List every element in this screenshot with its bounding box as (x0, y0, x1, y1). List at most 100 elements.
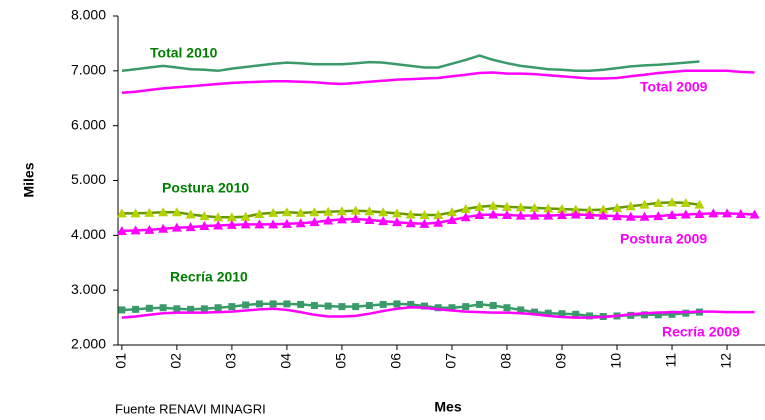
series-label: Postura 2010 (162, 180, 249, 196)
marker (295, 218, 306, 228)
marker (515, 210, 526, 220)
marker (639, 199, 650, 209)
x-tick-label: 12 (718, 353, 734, 369)
marker (639, 211, 650, 221)
marker (173, 305, 181, 313)
marker (680, 197, 691, 207)
marker (350, 213, 361, 223)
marker (350, 205, 361, 215)
marker (446, 214, 457, 224)
marker (474, 210, 485, 220)
marker (310, 302, 318, 310)
marker (158, 207, 169, 217)
marker (735, 208, 746, 218)
marker (378, 207, 389, 217)
marker (474, 201, 485, 211)
x-tick-label: 03 (223, 353, 239, 369)
x-tick-label: 07 (443, 353, 459, 369)
marker (365, 302, 373, 310)
y-tick-label: 2.000 (71, 336, 106, 352)
series-label: Total 2009 (640, 79, 708, 95)
marker (185, 222, 196, 232)
marker (585, 312, 593, 320)
marker (460, 204, 471, 214)
marker (694, 199, 705, 209)
marker (130, 225, 141, 235)
marker (420, 302, 428, 310)
marker (558, 310, 566, 318)
marker (448, 304, 456, 312)
marker (338, 303, 346, 311)
marker (199, 211, 210, 221)
marker (543, 203, 554, 213)
source-note: Fuente RENAVI MINAGRI (115, 401, 266, 416)
marker (295, 207, 306, 217)
marker (269, 300, 277, 308)
marker (556, 204, 567, 214)
marker (240, 219, 251, 229)
series-line (121, 305, 755, 319)
x-tick-label: 05 (333, 353, 349, 369)
marker (434, 304, 442, 312)
marker (653, 211, 664, 221)
series-label: Total 2010 (150, 45, 218, 61)
marker (529, 202, 540, 212)
marker (297, 300, 305, 308)
marker (228, 303, 236, 311)
marker (433, 217, 444, 227)
x-tick-label: 09 (553, 353, 569, 369)
marker (667, 210, 678, 220)
marker (419, 210, 430, 220)
x-tick-label: 11 (663, 353, 679, 368)
series-label: Recría 2009 (662, 324, 740, 340)
marker (323, 215, 334, 225)
marker (556, 210, 567, 220)
marker (130, 208, 141, 218)
marker (255, 300, 263, 308)
marker (171, 207, 182, 217)
marker (489, 302, 497, 310)
marker (503, 304, 511, 312)
x-tick-label: 01 (113, 353, 129, 369)
marker (352, 303, 360, 311)
marker (364, 214, 375, 224)
marker (254, 208, 265, 218)
marker (529, 210, 540, 220)
marker (187, 305, 195, 313)
marker (612, 211, 623, 221)
x-tick-label: 02 (168, 353, 184, 369)
marker (268, 207, 279, 217)
marker (708, 208, 719, 218)
y-tick-label: 4.000 (71, 226, 106, 242)
marker (749, 209, 760, 219)
marker (324, 302, 332, 310)
marker (213, 220, 224, 230)
marker (668, 310, 676, 318)
marker (488, 209, 499, 219)
marker (116, 225, 127, 235)
marker (226, 219, 237, 229)
marker (433, 210, 444, 220)
marker (405, 218, 416, 228)
marker (254, 219, 265, 229)
marker (570, 209, 581, 219)
marker (268, 219, 279, 229)
marker (517, 306, 525, 314)
marker (544, 309, 552, 317)
marker (199, 221, 210, 231)
marker (281, 207, 292, 217)
marker (391, 208, 402, 218)
series-label: Recría 2010 (170, 269, 248, 285)
marker (501, 201, 512, 211)
marker (283, 300, 291, 308)
marker (281, 218, 292, 228)
marker (405, 209, 416, 219)
marker (419, 218, 430, 228)
marker (378, 216, 389, 226)
marker (200, 305, 208, 313)
marker (145, 304, 153, 312)
marker (584, 210, 595, 220)
x-tick-label: 04 (278, 353, 294, 369)
marker (667, 197, 678, 207)
